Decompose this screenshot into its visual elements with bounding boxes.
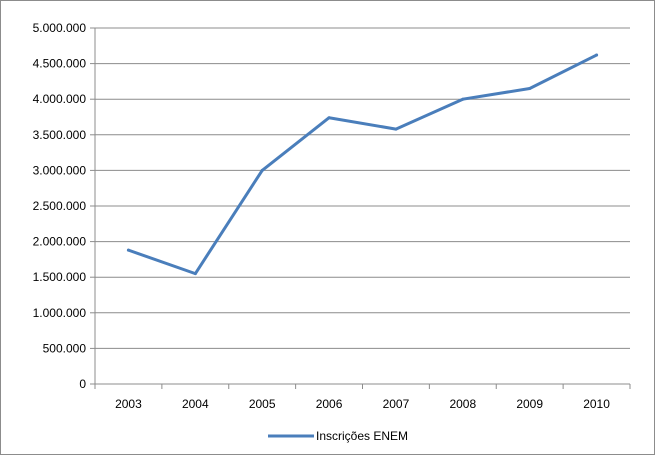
x-tick-label: 2007 xyxy=(383,397,410,411)
x-tick-label: 2006 xyxy=(316,397,343,411)
y-tick-label: 2.500.000 xyxy=(33,199,87,213)
x-tick-label: 2003 xyxy=(115,397,142,411)
y-tick-label: 3.500.000 xyxy=(33,128,87,142)
y-tick-labels: 0 500.000 1.000.000 1.500.000 2.000.000 2.500… xyxy=(33,21,87,391)
y-tick-label: 4.000.000 xyxy=(33,92,87,106)
series-group xyxy=(126,53,599,276)
y-tick-label: 1.500.000 xyxy=(33,270,87,284)
x-tick-labels: 2003 2004 2005 2006 2007 2008 2009 2010 xyxy=(115,397,610,411)
data-point xyxy=(260,168,264,172)
data-point xyxy=(126,248,130,252)
x-tick-label: 2004 xyxy=(182,397,209,411)
data-point xyxy=(461,97,465,101)
y-tick-label: 1.000.000 xyxy=(33,306,87,320)
data-point xyxy=(528,87,532,91)
y-tick-label: 4.500.000 xyxy=(33,57,87,71)
series-line xyxy=(126,53,599,276)
y-tick-label: 3.000.000 xyxy=(33,163,87,177)
legend: Inscrições ENEM xyxy=(268,429,408,443)
x-tick-label: 2010 xyxy=(583,397,610,411)
data-point xyxy=(394,127,398,131)
axes xyxy=(90,27,631,389)
y-tick-label: 2.000.000 xyxy=(33,235,87,249)
data-point xyxy=(327,116,331,120)
data-point xyxy=(193,272,197,276)
gridlines xyxy=(95,27,630,349)
y-tick-label: 500.000 xyxy=(43,341,87,355)
legend-label: Inscrições ENEM xyxy=(316,429,408,443)
y-tick-label: 5.000.000 xyxy=(33,21,87,35)
x-tick-label: 2008 xyxy=(449,397,476,411)
x-tick-label: 2009 xyxy=(516,397,543,411)
x-tick-label: 2005 xyxy=(249,397,276,411)
data-point xyxy=(595,53,599,57)
y-tick-label: 0 xyxy=(79,377,86,391)
